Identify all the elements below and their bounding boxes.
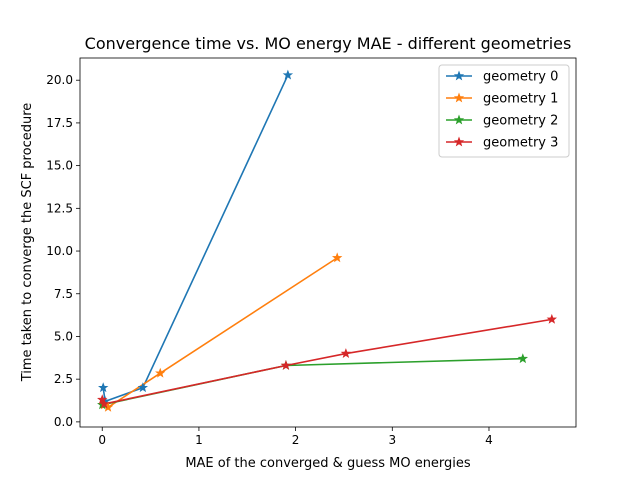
data-point-geometry-3 (280, 360, 292, 370)
y-tick-label: 0.0 (54, 415, 73, 429)
data-point-geometry-3 (98, 398, 110, 409)
data-point-geometry-1 (155, 367, 166, 378)
plot-area: 0 1 2 3 4 0.0 2.5 5.0 7.5 10.0 12.5 15.0 17.5 20.0 (46, 57, 577, 447)
legend-label: geometry 0 (483, 70, 558, 85)
legend-marker (453, 70, 465, 81)
y-tick-label: 5.0 (54, 329, 73, 343)
x-tick-label: 2 (292, 433, 300, 447)
data-point-geometry-0 (98, 382, 109, 393)
legend-marker (453, 114, 465, 125)
y-tick-label: 10.0 (46, 244, 73, 258)
data-point-geometry-3 (97, 394, 108, 405)
x-tick-label: 0 (98, 433, 106, 447)
y-tick-label: 15.0 (46, 159, 73, 173)
y-tick-label: 12.5 (46, 201, 73, 215)
x-tick-label: 3 (388, 433, 396, 447)
data-point-geometry-2 (517, 353, 529, 364)
chart-title: Convergence time vs. MO energy MAE - dif… (85, 34, 572, 53)
y-tick-label: 2.5 (54, 372, 73, 386)
legend-label: geometry 1 (483, 92, 558, 107)
data-point-geometry-0 (282, 69, 294, 80)
legend-label: geometry 2 (483, 114, 558, 129)
x-axis-label: MAE of the converged & guess MO energies (185, 456, 471, 471)
x-tick-label: 4 (485, 433, 493, 447)
data-point-geometry-3 (340, 348, 352, 358)
legend-label: geometry 3 (483, 136, 558, 151)
series-line-geometry-0 (102, 74, 289, 403)
y-tick-label: 17.5 (46, 116, 73, 130)
legend: geometry 0 geometry 1 geometry 2 geometry 3 (438, 64, 570, 158)
x-tick-label: 1 (195, 433, 203, 447)
legend-box (438, 64, 570, 158)
y-tick-label: 20.0 (46, 73, 73, 87)
y-axis-label: Time taken to converge the SCF procedure (20, 103, 35, 383)
legend-marker (453, 92, 465, 103)
axes-frame (79, 57, 577, 428)
legend-marker (453, 136, 465, 147)
y-tick-label: 7.5 (54, 287, 73, 301)
data-point-geometry-3 (546, 313, 558, 324)
data-point-geometry-0 (137, 382, 149, 393)
data-point-geometry-1 (331, 252, 343, 263)
